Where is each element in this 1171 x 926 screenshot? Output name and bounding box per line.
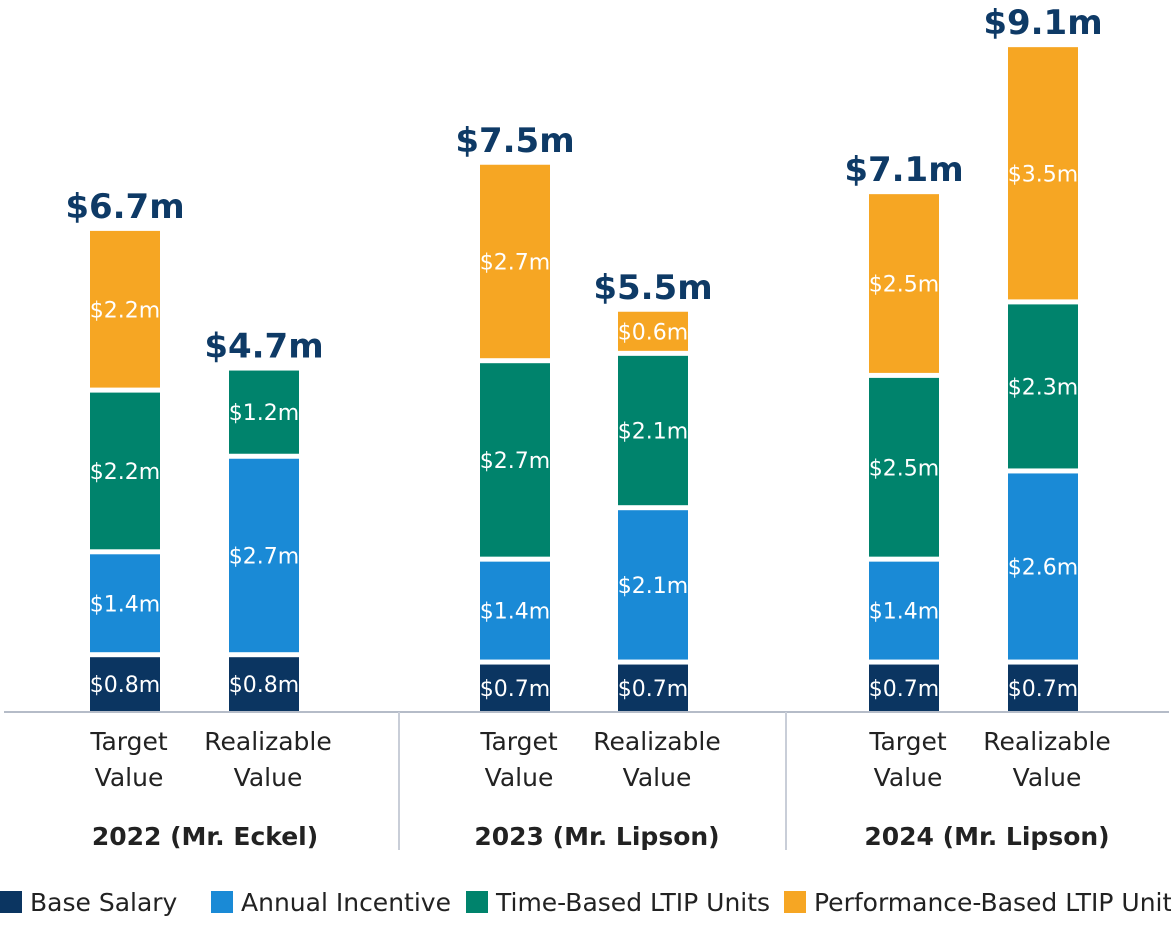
category-label-line1: Target [479,727,558,756]
bar-segment [229,458,299,653]
category-label-line2: Value [623,763,692,792]
bar-segment [480,561,550,660]
segment-value-label: $2.2m [90,298,160,323]
bar-segment [1008,47,1078,300]
bar-segment [229,370,299,454]
category-label-line1: Realizable [983,727,1110,756]
legend-label: Time-Based LTIP Units [495,888,770,917]
bar-total-label: $7.5m [455,121,574,161]
segment-value-label: $0.7m [1008,677,1078,702]
segment-value-label: $2.7m [229,544,299,569]
bar-segment [90,657,160,711]
segment-value-label: $1.4m [90,592,160,617]
segment-value-label: $2.3m [1008,375,1078,400]
bar-segment [90,230,160,388]
bar-segment [869,377,939,557]
bar-segment [869,194,939,373]
segment-value-label: $1.4m [480,600,550,625]
segment-value-label: $2.2m [90,460,160,485]
segment-value-label: $2.1m [618,574,688,599]
bar-segment [618,510,688,660]
bars-layer: $0.8m $1.4m $2.2m $2.2m $6.7m $0.8m $2.7m $1.2m… [65,3,1103,711]
category-label-line1: Realizable [204,727,331,756]
category-label-line1: Target [868,727,947,756]
segment-value-label: $0.7m [480,677,550,702]
bar-segment [618,311,688,351]
bar-total-label: $9.1m [983,3,1102,43]
bar-segment [90,392,160,550]
segment-value-label: $0.8m [229,673,299,698]
bar-segment [869,561,939,660]
category-label-line2: Value [874,763,943,792]
bar-total-label: $6.7m [65,187,184,227]
bar-total-label: $4.7m [204,327,323,367]
legend: Base Salary Annual Incentive Time-Based LT… [0,888,1171,917]
bar-segment [480,664,550,711]
bar-segment [1008,473,1078,660]
segment-value-label: $2.5m [869,456,939,481]
group-label: 2023 (Mr. Lipson) [474,822,719,851]
legend-label: Annual Incentive [241,888,451,917]
bar-segment [480,363,550,557]
segment-value-label: $2.1m [618,420,688,445]
category-label-line1: Realizable [593,727,720,756]
legend-swatch [784,891,806,913]
legend-swatch [211,891,233,913]
segment-value-label: $1.2m [229,401,299,426]
bar-segment [869,664,939,711]
category-label-line2: Value [234,763,303,792]
segment-value-label: $2.7m [480,250,550,275]
legend-label: Base Salary [30,888,178,917]
segment-value-label: $0.7m [618,677,688,702]
group-label: 2022 (Mr. Eckel) [92,822,318,851]
segment-value-label: $2.7m [480,449,550,474]
segment-value-label: $0.7m [869,677,939,702]
category-label-line2: Value [485,763,554,792]
segment-value-label: $3.5m [1008,162,1078,187]
segment-value-label: $1.4m [869,600,939,625]
bar-segment [618,664,688,711]
bar-segment [480,164,550,359]
segment-value-label: $2.5m [869,273,939,298]
bar-segment [1008,304,1078,469]
segment-value-label: $0.6m [618,320,688,345]
bar-segment [1008,664,1078,711]
legend-swatch [0,891,22,913]
segment-value-label: $0.8m [90,673,160,698]
legend-label: Performance-Based LTIP Units [814,888,1171,917]
bar-segment [229,657,299,711]
bar-total-label: $7.1m [844,150,963,190]
group-label: 2024 (Mr. Lipson) [864,822,1109,851]
legend-swatch [466,891,488,913]
category-label-line2: Value [1013,763,1082,792]
category-label-line1: Target [89,727,168,756]
segment-value-label: $2.6m [1008,556,1078,581]
bar-total-label: $5.5m [593,268,712,308]
category-labels-layer: Target Value Realizable Value 2022 (Mr. Ecke… [89,727,1110,851]
bar-segment [618,355,688,506]
category-label-line2: Value [95,763,164,792]
bar-segment [90,554,160,653]
